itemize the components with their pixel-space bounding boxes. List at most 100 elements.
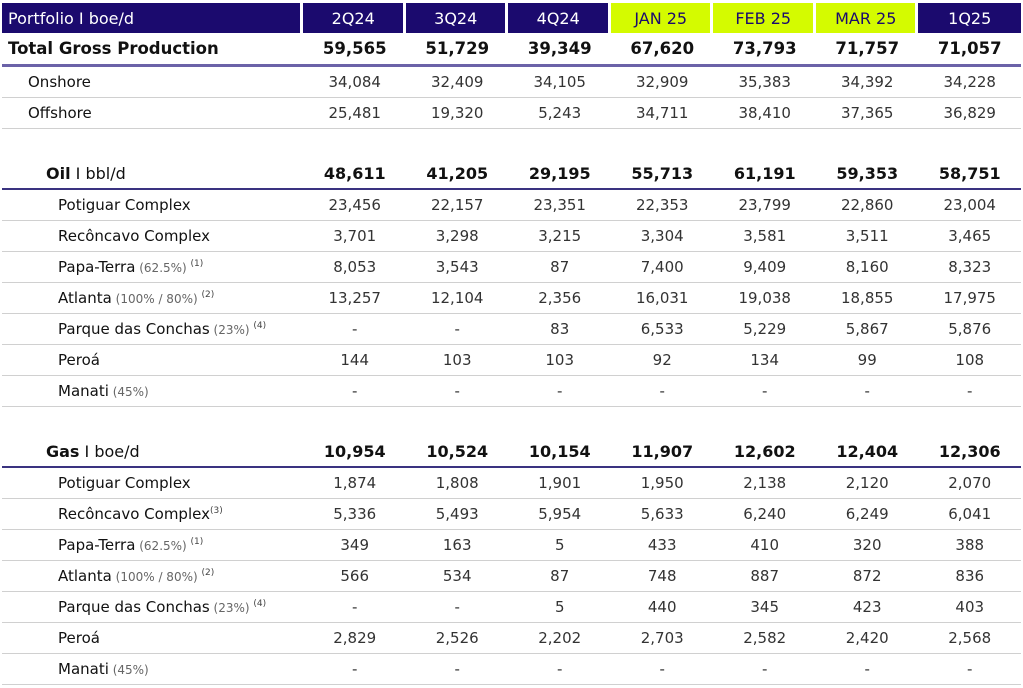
value-cell: 108 bbox=[918, 345, 1021, 376]
value-cell: 8,053 bbox=[303, 252, 406, 283]
value-cell: - bbox=[508, 376, 611, 407]
row-name: Gas bbox=[46, 441, 80, 461]
row-name: Peroá bbox=[58, 351, 100, 369]
value-cell: 433 bbox=[610, 530, 714, 561]
value-cell: - bbox=[713, 654, 816, 685]
row-label: Offshore bbox=[2, 98, 304, 129]
value-cell: - bbox=[610, 654, 714, 685]
value-cell: 8,323 bbox=[918, 252, 1021, 283]
footnote-ref: (1) bbox=[190, 259, 204, 269]
value-cell: 3,465 bbox=[918, 221, 1021, 252]
value-cell: 17,975 bbox=[918, 283, 1021, 314]
spacer-cell bbox=[2, 129, 1021, 158]
value-cell: 2,138 bbox=[713, 468, 816, 499]
value-cell: - bbox=[918, 376, 1021, 407]
value-cell: 61,191 bbox=[713, 158, 816, 190]
value-cell: 36,829 bbox=[918, 98, 1021, 129]
row-name: Peroá bbox=[58, 629, 100, 647]
row-label: Recôncavo Complex bbox=[2, 221, 304, 252]
column-header-1q25: 1Q25 bbox=[918, 3, 1021, 33]
row-share: (100% / 80%) bbox=[111, 570, 202, 584]
spacer-row bbox=[2, 129, 1021, 158]
value-cell: 22,157 bbox=[405, 190, 509, 221]
row-name: Papa-Terra bbox=[58, 536, 136, 554]
table-row: Atlanta (100% / 80%) (2) 566 534 87 748 887 87… bbox=[2, 561, 1021, 592]
table-row: Total Gross Production 59,565 51,729 39,349… bbox=[2, 33, 1021, 67]
value-cell: 2,070 bbox=[918, 468, 1021, 499]
table-row: Offshore 25,481 19,320 5,243 34,711 38,410 37,… bbox=[2, 98, 1021, 129]
row-label: Papa-Terra (62.5%) (1) bbox=[2, 252, 304, 283]
row-label: Papa-Terra (62.5%) (1) bbox=[2, 530, 304, 561]
row-share: (62.5%) bbox=[135, 261, 191, 275]
value-cell: 423 bbox=[815, 592, 919, 623]
value-cell: 1,874 bbox=[303, 468, 406, 499]
value-cell: - bbox=[405, 314, 509, 345]
table-row: Oil I bbl/d 48,611 41,205 29,195 55,713 61,19… bbox=[2, 158, 1021, 190]
value-cell: 5,243 bbox=[508, 98, 611, 129]
value-cell: 32,409 bbox=[405, 67, 509, 98]
value-cell: 16,031 bbox=[610, 283, 714, 314]
table-row: Recôncavo Complex 3,701 3,298 3,215 3,304 3,5… bbox=[2, 221, 1021, 252]
value-cell: 320 bbox=[815, 530, 919, 561]
table-row: Manati (45%) - - - - - - - bbox=[2, 654, 1021, 685]
footnote-ref: (3) bbox=[209, 506, 223, 516]
row-name: Onshore bbox=[28, 73, 91, 91]
value-cell: 18,855 bbox=[815, 283, 919, 314]
value-cell: 7,400 bbox=[610, 252, 714, 283]
row-name: Atlanta bbox=[58, 289, 112, 307]
value-cell: 35,383 bbox=[713, 67, 816, 98]
value-cell: 73,793 bbox=[713, 33, 816, 67]
row-name: Parque das Conchas bbox=[58, 598, 210, 616]
row-name: Papa-Terra bbox=[58, 258, 136, 276]
value-cell: 2,568 bbox=[918, 623, 1021, 654]
value-cell: 2,703 bbox=[610, 623, 714, 654]
footnote-ref: (4) bbox=[253, 321, 267, 331]
value-cell: 19,038 bbox=[713, 283, 816, 314]
value-cell: 58,751 bbox=[918, 158, 1021, 190]
value-cell: 22,860 bbox=[815, 190, 919, 221]
row-label: Potiguar Complex bbox=[2, 468, 304, 499]
value-cell: 99 bbox=[815, 345, 919, 376]
row-label: Peroá bbox=[2, 345, 304, 376]
value-cell: 3,298 bbox=[405, 221, 509, 252]
table-row: Peroá 144 103 103 92 134 99 108 bbox=[2, 345, 1021, 376]
table-row: Potiguar Complex 23,456 22,157 23,351 22,353… bbox=[2, 190, 1021, 221]
value-cell: 83 bbox=[508, 314, 611, 345]
value-cell: 12,104 bbox=[405, 283, 509, 314]
table-title: Portfolio I boe/d bbox=[2, 3, 304, 33]
table-row: Papa-Terra (62.5%) (1) 349 163 5 433 410 320 38… bbox=[2, 530, 1021, 561]
value-cell: 3,581 bbox=[713, 221, 816, 252]
value-cell: 388 bbox=[918, 530, 1021, 561]
value-cell: 2,120 bbox=[815, 468, 919, 499]
value-cell: 6,041 bbox=[918, 499, 1021, 530]
value-cell: 10,154 bbox=[508, 436, 611, 468]
value-cell: 5 bbox=[508, 530, 611, 561]
value-cell: 67,620 bbox=[610, 33, 714, 67]
table-row: Recôncavo Complex(3) 5,336 5,493 5,954 5,633… bbox=[2, 499, 1021, 530]
value-cell: 38,410 bbox=[713, 98, 816, 129]
footnote-ref: (2) bbox=[201, 290, 215, 300]
value-cell: 5,229 bbox=[713, 314, 816, 345]
value-cell: 34,105 bbox=[508, 67, 611, 98]
header-row: Portfolio I boe/d 2Q24 3Q24 4Q24 JAN 25 FEB … bbox=[2, 3, 1021, 33]
row-label: Parque das Conchas (23%) (4) bbox=[2, 314, 304, 345]
footnote-ref: (4) bbox=[253, 599, 267, 609]
value-cell: - bbox=[815, 376, 919, 407]
value-cell: 22,353 bbox=[610, 190, 714, 221]
value-cell: 6,240 bbox=[713, 499, 816, 530]
value-cell: 37,365 bbox=[815, 98, 919, 129]
value-cell: 3,511 bbox=[815, 221, 919, 252]
value-cell: 1,950 bbox=[610, 468, 714, 499]
value-cell: 349 bbox=[303, 530, 406, 561]
column-header-2q24: 2Q24 bbox=[303, 3, 406, 33]
row-name: Total Gross Production bbox=[8, 39, 219, 58]
value-cell: 19,320 bbox=[405, 98, 509, 129]
row-label: Onshore bbox=[2, 67, 304, 98]
value-cell: 5 bbox=[508, 592, 611, 623]
value-cell: 534 bbox=[405, 561, 509, 592]
row-label: Atlanta (100% / 80%) (2) bbox=[2, 561, 304, 592]
value-cell: - bbox=[918, 654, 1021, 685]
value-cell: 32,909 bbox=[610, 67, 714, 98]
table-row: Atlanta (100% / 80%) (2) 13,257 12,104 2,35… bbox=[2, 283, 1021, 314]
value-cell: 144 bbox=[303, 345, 406, 376]
